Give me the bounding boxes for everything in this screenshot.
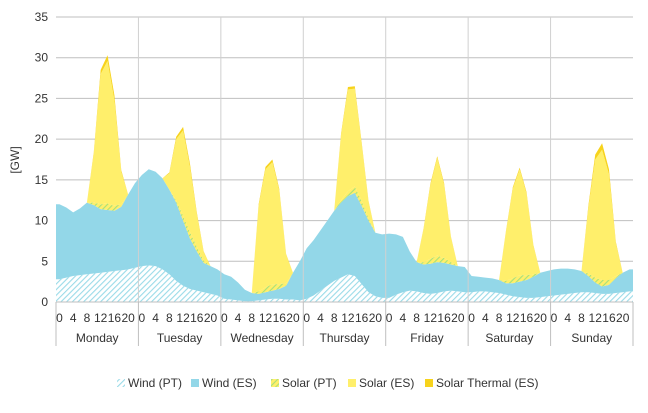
- series-area-solar-thermal-es: [56, 55, 633, 294]
- hour-tick-label: 0: [303, 311, 310, 325]
- legend-label-solar-thermal-es: Solar Thermal (ES): [436, 376, 538, 390]
- hour-tick-label: 4: [70, 311, 77, 325]
- day-label-saturday: Saturday: [485, 331, 533, 345]
- legend-marker-wind-es: [191, 379, 199, 387]
- hour-tick-label: 20: [204, 311, 218, 325]
- series-area-wind-pt: [56, 265, 633, 302]
- hour-tick-label: 16: [520, 311, 534, 325]
- hour-tick-label: 20: [451, 311, 465, 325]
- hour-tick-label: 12: [259, 311, 273, 325]
- legend-label-wind-pt: Wind (PT): [128, 376, 182, 390]
- legend: Wind (PT) Wind (ES) Solar (PT) Solar (ES) So…: [117, 376, 538, 390]
- legend-marker-wind-pt: [117, 379, 125, 387]
- day-label-thursday: Thursday: [319, 331, 369, 345]
- hour-tick-label: 16: [108, 311, 122, 325]
- hour-tick-label: 20: [369, 311, 383, 325]
- series-area-wind-es: [56, 169, 633, 302]
- hour-tick-label: 0: [386, 311, 393, 325]
- legend-marker-solar-es: [348, 379, 356, 387]
- hour-tick-label: 12: [589, 311, 603, 325]
- hour-tick-label: 16: [273, 311, 287, 325]
- hour-tick-label: 0: [221, 311, 228, 325]
- legend-marker-solar-pt: [271, 379, 279, 387]
- day-label-friday: Friday: [410, 331, 443, 345]
- legend-label-wind-es: Wind (ES): [202, 376, 257, 390]
- hour-tick-label: 0: [468, 311, 475, 325]
- hour-tick-label: 4: [317, 311, 324, 325]
- hour-tick-label: 0: [139, 311, 146, 325]
- hour-tick-label: 8: [166, 311, 173, 325]
- stacked-areas: [56, 55, 633, 302]
- hour-tick-label: 16: [602, 311, 616, 325]
- hour-tick-label: 4: [400, 311, 407, 325]
- hour-tick-label: 12: [94, 311, 108, 325]
- hour-tick-label: 4: [235, 311, 242, 325]
- y-tick-label: 10: [35, 214, 49, 228]
- series-area-solar-es: [56, 60, 633, 294]
- y-tick-label: 35: [35, 10, 49, 24]
- hour-tick-label: 12: [176, 311, 190, 325]
- hour-tick-label: 16: [437, 311, 451, 325]
- y-tick-label: 25: [35, 91, 49, 105]
- y-tick-label: 5: [41, 254, 48, 268]
- day-label-tuesday: Tuesday: [157, 331, 203, 345]
- hour-tick-label: 20: [121, 311, 135, 325]
- hour-tick-label: 16: [355, 311, 369, 325]
- day-label-sunday: Sunday: [571, 331, 612, 345]
- hour-tick-label: 8: [84, 311, 91, 325]
- hour-tick-label: 20: [534, 311, 548, 325]
- legend-label-solar-es: Solar (ES): [359, 376, 414, 390]
- y-tick-label: 20: [35, 132, 49, 146]
- hour-tick-label: 8: [331, 311, 338, 325]
- hour-tick-label: 8: [578, 311, 585, 325]
- day-label-monday: Monday: [76, 331, 119, 345]
- hour-tick-label: 20: [286, 311, 300, 325]
- y-tick-label: 30: [35, 51, 49, 65]
- hour-tick-label: 8: [496, 311, 503, 325]
- y-tick-label: 15: [35, 173, 49, 187]
- hour-tick-label: 16: [190, 311, 204, 325]
- hour-tick-label: 8: [413, 311, 420, 325]
- day-label-wednesday: Wednesday: [230, 331, 293, 345]
- legend-marker-solar-thermal-es: [425, 379, 433, 387]
- hour-tick-label: 20: [616, 311, 630, 325]
- hour-tick-label: 0: [56, 311, 63, 325]
- hour-tick-label: 4: [564, 311, 571, 325]
- hour-tick-label: 12: [341, 311, 355, 325]
- y-axis-label: [GW]: [8, 146, 22, 173]
- hour-tick-label: 8: [248, 311, 255, 325]
- hour-tick-label: 12: [506, 311, 520, 325]
- legend-label-solar-pt: Solar (PT): [282, 376, 337, 390]
- hour-tick-label: 0: [551, 311, 558, 325]
- hour-tick-label: 4: [482, 311, 489, 325]
- y-tick-label: 0: [41, 295, 48, 309]
- hour-tick-label: 4: [152, 311, 159, 325]
- hour-tick-label: 12: [424, 311, 438, 325]
